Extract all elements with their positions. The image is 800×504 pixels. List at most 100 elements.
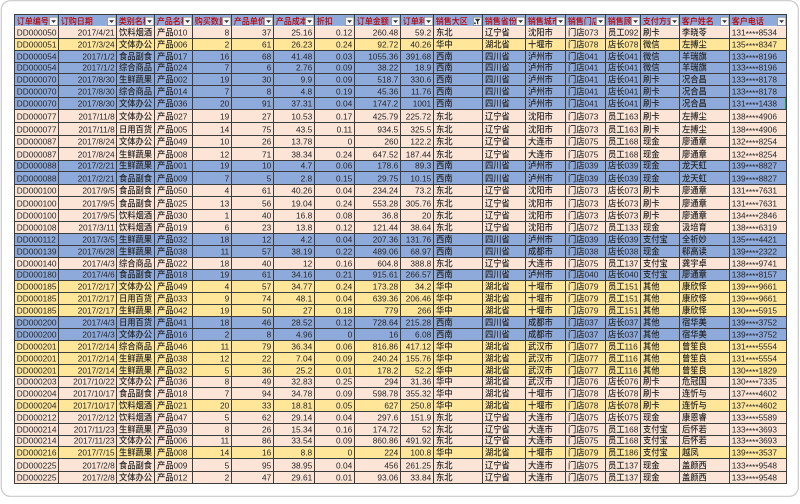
svg-text:075: 075	[585, 259, 599, 269]
svg-text:16: 16	[262, 448, 272, 458]
svg-text:139****9661: 139****9661	[732, 294, 778, 305]
svg-text:11.76: 11.76	[411, 87, 432, 97]
svg-text:29.14: 29.14	[291, 413, 312, 423]
svg-text:092: 092	[625, 28, 639, 38]
svg-text:DD000088: DD000088	[17, 161, 57, 171]
svg-text:7: 7	[225, 87, 230, 97]
svg-text:036: 036	[174, 377, 188, 387]
svg-text:073: 073	[585, 125, 599, 135]
svg-text:18: 18	[220, 259, 230, 269]
svg-text:DD000201: DD000201	[17, 366, 57, 376]
svg-text:22: 22	[262, 354, 272, 364]
svg-text:2017/2/17: 2017/2/17	[78, 306, 115, 316]
svg-text:138****9741: 138****9741	[732, 259, 778, 270]
svg-text:355.32: 355.32	[406, 389, 432, 399]
svg-text:072: 072	[585, 223, 599, 233]
svg-text:5: 5	[225, 413, 230, 423]
svg-text:042: 042	[174, 306, 188, 316]
svg-text:225.72: 225.72	[406, 112, 432, 122]
svg-text:DD000051: DD000051	[17, 40, 57, 50]
svg-text:049: 049	[174, 137, 188, 147]
svg-text:89.3: 89.3	[415, 161, 432, 171]
svg-text:26: 26	[262, 425, 272, 435]
svg-text:037: 037	[585, 318, 599, 328]
svg-text:DD000077: DD000077	[17, 125, 57, 135]
svg-text:0.06: 0.06	[336, 342, 353, 352]
svg-text:076: 076	[585, 377, 599, 387]
svg-text:041: 041	[585, 52, 599, 62]
svg-text:0.09: 0.09	[336, 63, 353, 73]
svg-text:27: 27	[303, 306, 313, 316]
svg-text:68: 68	[262, 52, 272, 62]
svg-text:178.6: 178.6	[377, 161, 398, 171]
svg-text:006: 006	[174, 436, 188, 446]
svg-text:DD000087: DD000087	[17, 137, 57, 147]
svg-text:DD000200: DD000200	[17, 318, 57, 328]
svg-text:74: 74	[262, 294, 272, 304]
svg-text:0.01: 0.01	[336, 473, 353, 483]
svg-text:647.52: 647.52	[373, 150, 399, 160]
svg-text:2017/9/5: 2017/9/5	[82, 211, 115, 221]
svg-text:116: 116	[625, 366, 639, 376]
svg-text:20: 20	[220, 99, 230, 109]
svg-text:138****4906: 138****4906	[732, 112, 778, 123]
svg-text:DD000108: DD000108	[17, 223, 57, 233]
svg-text:14: 14	[220, 448, 230, 458]
svg-text:86: 86	[262, 436, 272, 446]
svg-text:006: 006	[174, 40, 188, 50]
svg-text:008: 008	[174, 150, 188, 160]
svg-text:017: 017	[174, 52, 188, 62]
svg-text:DD000203: DD000203	[17, 377, 57, 387]
svg-text:45.36: 45.36	[377, 87, 398, 97]
svg-text:33.54: 33.54	[291, 436, 312, 446]
svg-text:133****5589: 133****5589	[732, 413, 778, 424]
svg-text:0.03: 0.03	[336, 52, 353, 62]
svg-text:133****8178: 133****8178	[732, 75, 778, 86]
svg-text:2017/9/5: 2017/9/5	[82, 199, 115, 209]
svg-text:0.12: 0.12	[336, 223, 353, 233]
svg-text:041: 041	[585, 99, 599, 109]
svg-text:7: 7	[225, 174, 230, 184]
svg-text:12: 12	[220, 150, 230, 160]
svg-text:168: 168	[625, 436, 639, 446]
svg-text:48.1: 48.1	[296, 294, 313, 304]
svg-text:2017/10/17: 2017/10/17	[73, 401, 115, 411]
svg-text:2017/9/5: 2017/9/5	[82, 186, 115, 196]
svg-text:138****8157: 138****8157	[732, 270, 778, 281]
svg-text:0.24: 0.24	[336, 40, 353, 50]
svg-text:DD000070: DD000070	[17, 75, 57, 85]
svg-text:250.8: 250.8	[410, 401, 431, 411]
svg-text:0.16: 0.16	[336, 425, 353, 435]
svg-text:68.97: 68.97	[410, 247, 431, 257]
svg-text:2017/10/22: 2017/10/22	[73, 377, 115, 387]
svg-text:4.96: 4.96	[296, 330, 313, 340]
svg-text:71: 71	[262, 150, 272, 160]
svg-text:019: 019	[174, 223, 188, 233]
svg-text:163: 163	[625, 125, 639, 135]
svg-text:DD000201: DD000201	[17, 342, 57, 352]
svg-text:073: 073	[585, 199, 599, 209]
svg-text:033: 033	[174, 294, 188, 304]
svg-text:38.34: 38.34	[291, 150, 312, 160]
svg-text:0.09: 0.09	[336, 436, 353, 446]
svg-text:2017/8/24: 2017/8/24	[78, 150, 115, 160]
svg-text:032: 032	[174, 366, 188, 376]
svg-text:073: 073	[585, 186, 599, 196]
svg-text:050: 050	[174, 186, 188, 196]
svg-text:163: 163	[625, 112, 639, 122]
svg-text:073: 073	[585, 112, 599, 122]
svg-text:DD000088: DD000088	[17, 174, 57, 184]
svg-text:0.04: 0.04	[336, 99, 353, 109]
svg-text:130****1829: 130****1829	[732, 366, 778, 377]
svg-text:131****8534: 131****8534	[732, 28, 778, 39]
svg-text:0: 0	[348, 448, 353, 458]
svg-text:50: 50	[262, 306, 272, 316]
svg-text:604.8: 604.8	[377, 259, 398, 269]
svg-text:135****8347: 135****8347	[732, 40, 778, 51]
svg-text:47: 47	[262, 473, 272, 483]
svg-text:DD000185: DD000185	[17, 282, 57, 292]
svg-text:076: 076	[625, 377, 639, 387]
svg-text:92.72: 92.72	[377, 40, 398, 50]
svg-text:2017/2/12: 2017/2/12	[78, 413, 115, 423]
svg-text:041: 041	[174, 318, 188, 328]
